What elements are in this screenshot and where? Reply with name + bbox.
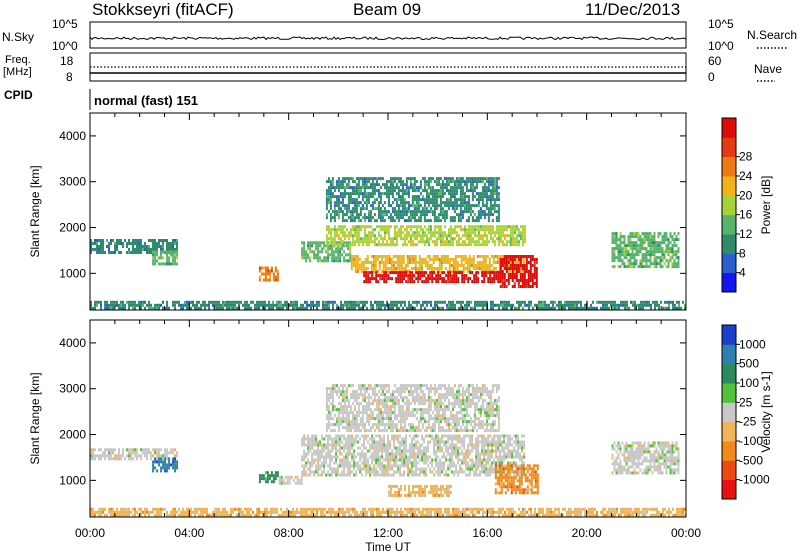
colorbar-swatch <box>722 195 736 216</box>
nave-tick-bottom: 0 <box>708 70 715 84</box>
colorbar-tick-label: -1000 <box>739 473 770 487</box>
power-region-4 <box>325 225 526 247</box>
y-tick-label: 4000 <box>59 129 86 143</box>
colorbar-swatch <box>722 383 736 403</box>
colorbar-swatch <box>722 421 736 442</box>
nsky-label: N.Sky <box>2 30 35 44</box>
nsearch-tick-top: 10^5 <box>708 17 734 31</box>
colorbar-tick-label: 8 <box>739 246 746 260</box>
nave-tick-top: 60 <box>708 54 722 68</box>
colorbar-swatch <box>722 344 736 365</box>
y-tick-label: 3000 <box>59 175 86 189</box>
velocity-region-7 <box>388 484 452 497</box>
nsearch-label: N.Search <box>747 28 798 42</box>
colorbar-tick-label: 500 <box>739 357 759 371</box>
beam-label: Beam 09 <box>353 0 422 19</box>
colorbar-tick-label: 16 <box>739 208 753 222</box>
velocity-region-8 <box>611 441 680 475</box>
colorbar-frame <box>721 117 737 293</box>
colorbar-swatch <box>722 234 736 254</box>
velocity-region-5 <box>325 384 500 433</box>
velocity-region-2 <box>258 471 279 484</box>
velocity-region-6 <box>494 464 539 495</box>
y-axis-label: Slant Range [km] <box>28 372 42 464</box>
x-tick-label: 20:00 <box>572 526 602 540</box>
colorbar-tick-label: 20 <box>739 188 753 202</box>
freq-label: Freq. <box>5 54 31 66</box>
x-tick-label: 08:00 <box>274 526 304 540</box>
nave-label: Nave <box>754 62 783 76</box>
y-tick-label: 4000 <box>59 336 86 350</box>
colorbar-swatch <box>722 156 736 177</box>
y-tick-label: 1000 <box>59 473 86 487</box>
colorbar-tick-label: 12 <box>739 227 753 241</box>
colorbar-swatch <box>722 325 736 345</box>
colorbar-swatch <box>722 118 736 138</box>
colorbar-swatch <box>722 176 736 196</box>
x-axis-label: Time UT <box>365 540 411 554</box>
velocity-region-0 <box>90 448 178 461</box>
power-region-8 <box>325 177 500 223</box>
colorbar-tick-label: 25 <box>739 395 753 409</box>
colorbar-swatch <box>722 363 736 384</box>
station-title: Stokkseyri (fitACF) <box>92 0 234 19</box>
nsky-tick-bottom: 10^0 <box>52 39 78 53</box>
power-region-9 <box>611 232 680 269</box>
freq-unit-label: [MHz] <box>3 66 32 78</box>
colorbar-frame <box>721 324 737 500</box>
freq-tick-bottom: 8 <box>66 70 73 84</box>
y-tick-label: 2000 <box>59 221 86 235</box>
colorbar-label: Power [dB] <box>759 176 773 235</box>
velocity-region-3 <box>278 475 303 485</box>
x-tick-label: 00:00 <box>671 526 701 540</box>
x-tick-label: 16:00 <box>472 526 502 540</box>
y-tick-label: 3000 <box>59 382 86 396</box>
colorbar-tick-label: -500 <box>739 453 763 467</box>
nsky-tick-top: 10^5 <box>52 17 78 31</box>
colorbar-tick-label: 100 <box>739 376 759 390</box>
cpid-text: normal (fast) 151 <box>94 93 199 108</box>
colorbar-swatch <box>722 253 736 274</box>
colorbar-swatch <box>722 214 736 235</box>
cpid-label: CPID <box>4 88 33 102</box>
y-tick-label: 1000 <box>59 266 86 280</box>
colorbar-swatch <box>722 460 736 481</box>
nsky-panel-frame <box>89 21 687 49</box>
power-region-10 <box>90 300 686 310</box>
colorbar-swatch <box>722 479 736 500</box>
colorbar-label: Velocity [m s-1] <box>759 371 773 452</box>
velocity-region-4 <box>301 434 526 477</box>
x-tick-label: 00:00 <box>75 526 105 540</box>
x-tick-label: 04:00 <box>174 526 204 540</box>
power-region-0 <box>90 239 178 254</box>
colorbar-swatch <box>722 402 736 423</box>
power-region-6 <box>363 271 502 284</box>
velocity-region-9 <box>90 507 686 517</box>
nsky-trace <box>89 35 687 41</box>
colorbar-tick-label: 24 <box>739 169 753 183</box>
colorbar-swatch <box>722 272 736 293</box>
freq-tick-top: 18 <box>60 54 74 68</box>
power-region-1 <box>152 250 179 266</box>
velocity-region-1 <box>152 457 179 473</box>
colorbar-tick-label: 4 <box>739 266 746 280</box>
colorbar-swatch <box>722 137 736 158</box>
x-tick-label: 12:00 <box>373 526 403 540</box>
colorbar-tick-label: 1000 <box>739 337 766 351</box>
colorbar-swatch <box>722 441 736 461</box>
y-axis-label: Slant Range [km] <box>28 165 42 257</box>
power-region-2 <box>258 266 279 282</box>
date-label: 11/Dec/2013 <box>585 0 681 19</box>
nsearch-tick-bottom: 10^0 <box>708 39 734 53</box>
colorbar-tick-label: -25 <box>739 415 757 429</box>
colorbar-tick-label: -100 <box>739 434 763 448</box>
y-tick-label: 2000 <box>59 428 86 442</box>
power-region-7 <box>499 255 538 288</box>
colorbar-tick-label: 28 <box>739 150 753 164</box>
